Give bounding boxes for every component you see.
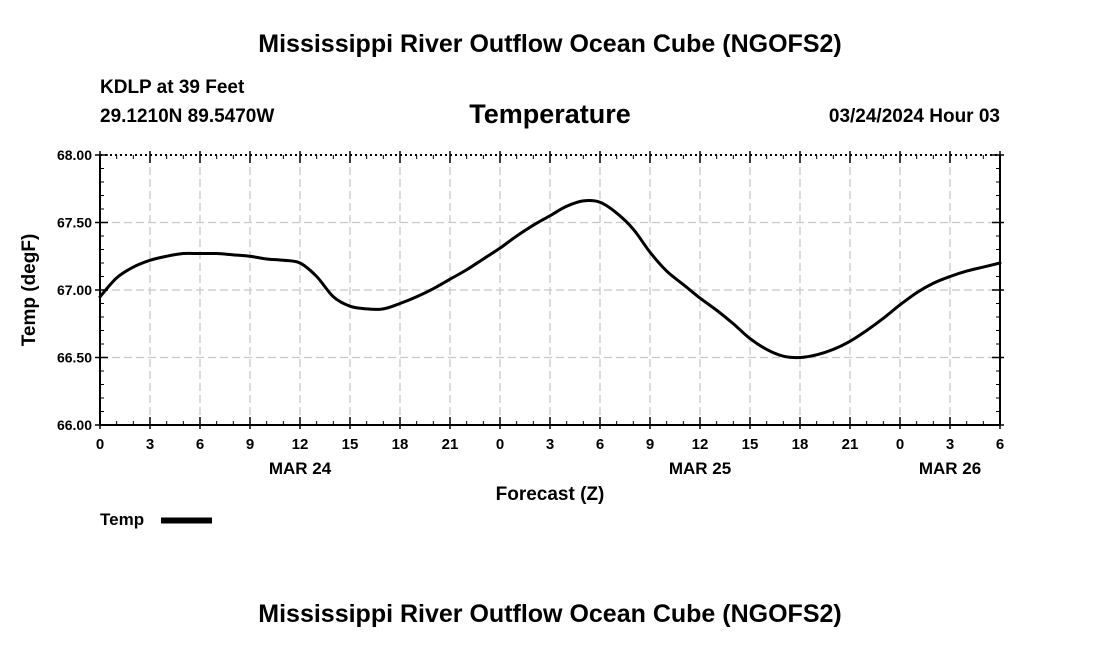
y-tick-label: 66.50: [57, 350, 92, 366]
x-tick-label: 21: [442, 436, 459, 453]
x-tick-label: 0: [496, 436, 504, 453]
x-tick-label: 18: [792, 436, 809, 453]
x-tick-label: 21: [842, 436, 859, 453]
y-tick-label: 66.00: [57, 417, 92, 433]
station-label: KDLP at 39 Feet: [100, 77, 245, 98]
y-tick-label: 67.00: [57, 282, 92, 298]
date-label: MAR 26: [919, 459, 981, 478]
series-layer: [98, 198, 1002, 360]
x-axis-label: Forecast (Z): [496, 484, 605, 505]
chart-title: Temperature: [469, 99, 631, 129]
x-tick-label: 18: [392, 436, 409, 453]
x-tick-label: 6: [996, 436, 1004, 453]
label-layer: 66.00 66.50 67.00 67.50 68.00 0 3 6 9 12 15 18 21 0 3 6…: [57, 147, 1004, 478]
x-tick-label: 3: [146, 436, 154, 453]
temperature-chart: 66.00 66.50 67.00 67.50 68.00 0 3 6 9 12 15 18 21 0 3 6…: [19, 147, 1004, 529]
run-datetime: 03/24/2024 Hour 03: [828, 106, 1000, 127]
legend-label: Temp: [100, 510, 144, 529]
date-label: MAR 25: [669, 459, 731, 478]
x-tick-label: 9: [646, 436, 654, 453]
y-axis-label: Temp (degF): [19, 234, 40, 347]
x-tick-label: 12: [292, 436, 309, 453]
x-tick-label: 12: [692, 436, 709, 453]
y-tick-label: 68.00: [57, 147, 92, 163]
axis-layer: [95, 151, 1004, 429]
x-tick-label: 0: [96, 436, 104, 453]
x-tick-label: 15: [742, 436, 759, 453]
grid-layer: [100, 155, 1000, 425]
x-tick-label: 9: [246, 436, 254, 453]
x-tick-label: 6: [596, 436, 604, 453]
series-line-temp: [98, 198, 1002, 360]
station-coordinates: 29.1210N 89.5470W: [100, 106, 275, 127]
x-tick-label: 6: [196, 436, 204, 453]
date-label: MAR 24: [269, 459, 332, 478]
x-tick-label: 15: [342, 436, 359, 453]
footer-title: Mississippi River Outflow Ocean Cube (NG…: [258, 600, 842, 628]
x-tick-label: 3: [946, 436, 954, 453]
y-tick-label: 67.50: [57, 215, 92, 231]
x-tick-label: 3: [546, 436, 554, 453]
x-tick-label: 0: [896, 436, 904, 453]
page-title: Mississippi River Outflow Ocean Cube (NG…: [258, 30, 842, 58]
